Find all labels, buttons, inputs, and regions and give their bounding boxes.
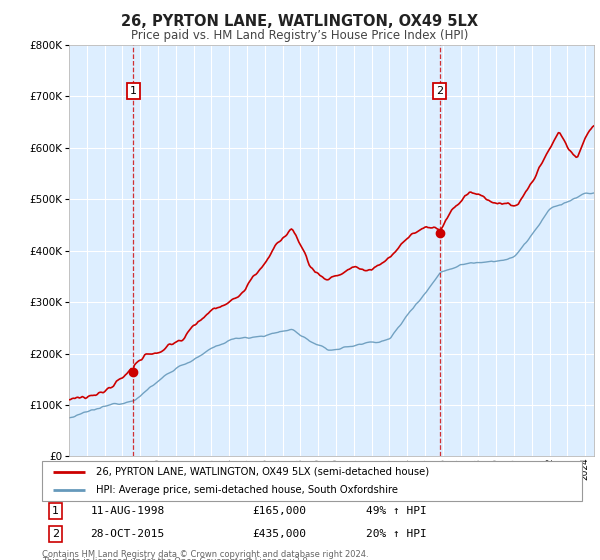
Text: 2: 2 xyxy=(52,529,59,539)
Text: This data is licensed under the Open Government Licence v3.0.: This data is licensed under the Open Gov… xyxy=(42,557,310,560)
Text: 26, PYRTON LANE, WATLINGTON, OX49 5LX: 26, PYRTON LANE, WATLINGTON, OX49 5LX xyxy=(121,14,479,29)
Text: Price paid vs. HM Land Registry’s House Price Index (HPI): Price paid vs. HM Land Registry’s House … xyxy=(131,29,469,42)
Text: HPI: Average price, semi-detached house, South Oxfordshire: HPI: Average price, semi-detached house,… xyxy=(96,486,398,495)
Text: 20% ↑ HPI: 20% ↑ HPI xyxy=(366,529,427,539)
Text: 1: 1 xyxy=(52,506,59,516)
Text: £165,000: £165,000 xyxy=(253,506,307,516)
Text: 28-OCT-2015: 28-OCT-2015 xyxy=(91,529,165,539)
Text: 2: 2 xyxy=(436,86,443,96)
Text: 49% ↑ HPI: 49% ↑ HPI xyxy=(366,506,427,516)
FancyBboxPatch shape xyxy=(42,461,582,501)
Text: £435,000: £435,000 xyxy=(253,529,307,539)
Text: 26, PYRTON LANE, WATLINGTON, OX49 5LX (semi-detached house): 26, PYRTON LANE, WATLINGTON, OX49 5LX (s… xyxy=(96,467,429,477)
Bar xyxy=(69,45,594,456)
Text: 1: 1 xyxy=(130,86,137,96)
Text: Contains HM Land Registry data © Crown copyright and database right 2024.: Contains HM Land Registry data © Crown c… xyxy=(42,550,368,559)
Text: 11-AUG-1998: 11-AUG-1998 xyxy=(91,506,165,516)
